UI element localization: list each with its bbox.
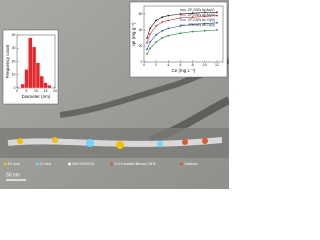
point (149, 47, 151, 50)
point (191, 12, 194, 15)
point (155, 25, 158, 27)
point (155, 33, 158, 36)
bar (24, 69, 29, 89)
x-tick-label: 5 (26, 89, 28, 93)
legend-label: CF-CNTs for Cr(III) (188, 23, 215, 27)
point (146, 41, 148, 44)
point (203, 22, 206, 25)
point (146, 37, 148, 39)
legend-dot (110, 162, 113, 166)
schematic-legend-label: Cr-Fe-loaded fibrous CNTs (114, 162, 156, 166)
point (167, 34, 170, 37)
bar (28, 37, 33, 89)
bar (32, 46, 37, 89)
point (191, 16, 194, 19)
plot-frame (143, 5, 224, 63)
bar (43, 82, 48, 89)
point (167, 27, 170, 30)
point (216, 11, 218, 14)
x-tick-label: 20 (53, 89, 57, 93)
point (146, 53, 148, 55)
y-tick-label: 10 (12, 73, 16, 77)
x-tick-label: 10 (34, 89, 38, 93)
y-tick-label: 20 (12, 59, 16, 63)
point (149, 27, 151, 30)
scale-label: 50 nm (6, 172, 20, 178)
bar (20, 83, 25, 89)
y-tick-label: 60 (139, 12, 143, 16)
schematic-sites (17, 137, 208, 149)
legend-label: CF-CNTs for As(V) (188, 8, 214, 12)
point (167, 19, 170, 22)
y-tick-label: 20 (139, 44, 143, 48)
schematic-legend-label: Oxidized (184, 162, 198, 166)
x-tick-label: 15 (44, 89, 48, 93)
legend-label: CF-CNTs for Cr(VI) (188, 18, 215, 22)
point (161, 29, 164, 32)
y-axis-label: Frequency count (5, 44, 10, 78)
point (191, 30, 194, 33)
x-axis-label: Diameter (nm) (22, 94, 51, 99)
point (203, 15, 206, 18)
x-tick-label: 4 (167, 63, 169, 67)
y-tick-label: 0 (141, 60, 143, 64)
bar (35, 62, 40, 89)
point (179, 13, 182, 15)
point (203, 29, 206, 32)
x-tick-label: 0 (143, 63, 145, 67)
schematic-tube (7, 137, 223, 147)
schematic-legend: Fe ions Cr ions HNO3/H2SO4 Cr-Fe-loaded fib… (4, 162, 198, 166)
x-tick-label: 0 (16, 89, 18, 93)
legend-dot (68, 162, 71, 166)
x-tick-label: 2 (155, 63, 157, 67)
point (216, 21, 218, 24)
point (149, 41, 151, 43)
point (179, 17, 182, 19)
schematic-legend-label: Fe ions (8, 162, 20, 166)
point (155, 41, 158, 43)
point (155, 19, 158, 22)
x-tick-label: 10 (203, 63, 207, 67)
schematic-legend-label: HNO3/H2SO4 (72, 162, 94, 166)
y-axis-label: qe (mg g⁻¹) (131, 22, 136, 46)
bar (39, 75, 44, 89)
x-axis-label: Ce (mg L⁻¹) (172, 68, 196, 73)
point (161, 21, 164, 23)
point (161, 37, 164, 39)
y-tick-label: 0 (14, 86, 16, 90)
x-tick-label: 8 (192, 63, 194, 67)
point (179, 32, 182, 35)
legend-dot (36, 162, 39, 166)
x-tick-label: 6 (179, 63, 181, 67)
y-tick-label: 40 (139, 28, 143, 32)
point (167, 14, 170, 17)
point (203, 11, 206, 14)
point (216, 29, 218, 31)
point (146, 48, 148, 51)
point (179, 25, 182, 27)
y-tick-label: 40 (12, 33, 16, 37)
point (191, 23, 194, 26)
y-tick-label: 30 (12, 46, 16, 50)
x-tick-label: 12 (215, 63, 219, 67)
schematic-legend-label: Cr ions (40, 162, 51, 166)
point (149, 33, 151, 35)
figure: Fe ions Cr ions HNO3/H2SO4 Cr-Fe-loaded fib… (0, 0, 229, 189)
legend-label: CF-CNTs for As(III) (188, 13, 215, 17)
bar (47, 85, 52, 89)
point (161, 16, 164, 19)
point (216, 14, 218, 17)
legend-dot (4, 162, 7, 166)
legend-dot (180, 162, 183, 166)
